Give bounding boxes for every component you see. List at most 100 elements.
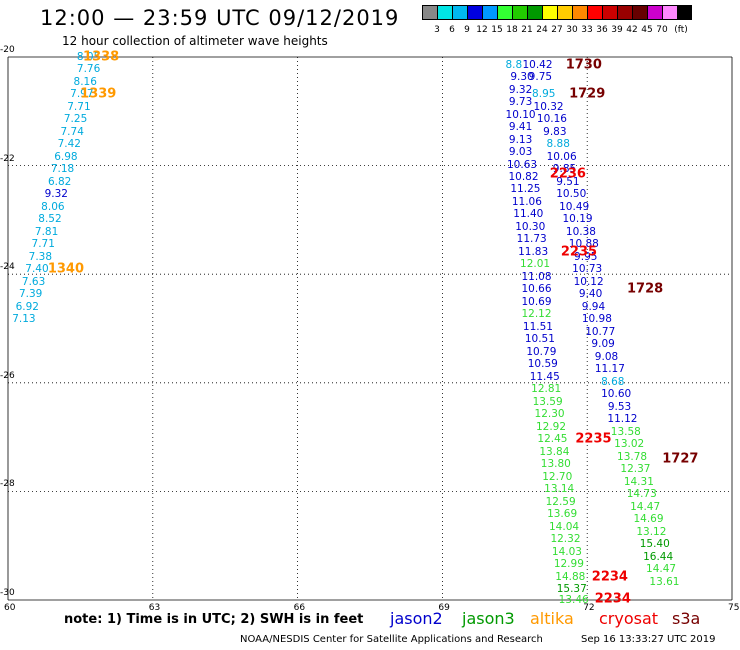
wave-height-value: 9.83 bbox=[543, 125, 567, 138]
generation-timestamp: Sep 16 13:33:27 UTC 2019 bbox=[581, 634, 716, 645]
color-scale-legend: 3 6 9 12 15 18 21 24 27 30 33 36 39 42 45 70 (ft) bbox=[422, 5, 692, 35]
color-swatch bbox=[512, 5, 527, 20]
wave-height-value: 13.80 bbox=[540, 458, 571, 470]
wave-height-value: 11.45 bbox=[529, 370, 560, 383]
wave-height-value: 8.52 bbox=[38, 213, 62, 226]
wave-height-value: 7.71 bbox=[31, 238, 55, 251]
color-swatch bbox=[452, 5, 467, 20]
wave-height-value: 12.92 bbox=[535, 420, 567, 433]
wave-height-value: 16.44 bbox=[643, 550, 674, 563]
wave-height-value: 9.03 bbox=[508, 145, 533, 158]
wave-height-value: 10.63 bbox=[507, 158, 538, 171]
wave-height-map: -20 -22 -24 -26 -28 -30 60 63 66 69 72 75 8.05 7.76 8.… bbox=[0, 45, 739, 613]
wave-height-value: 10.06 bbox=[546, 150, 577, 163]
map-subtitle: 12 hour collection of altimeter wave hei… bbox=[62, 34, 328, 48]
wave-height-value: 9.40 bbox=[578, 288, 603, 301]
wave-height-value: 8.68 bbox=[601, 375, 625, 388]
color-scale-level: 3 bbox=[434, 25, 440, 35]
wave-height-value: 8.95 bbox=[532, 88, 556, 101]
wave-height-value: 10.59 bbox=[527, 358, 558, 371]
color-swatch bbox=[632, 5, 647, 20]
color-scale-level: 18 bbox=[506, 25, 518, 35]
color-swatch bbox=[542, 5, 557, 20]
pass-time-label: 1338 bbox=[83, 49, 120, 65]
wave-height-value: 11.73 bbox=[516, 233, 547, 246]
wave-height-value: 15.40 bbox=[639, 537, 670, 550]
legend-jason2: jason2 bbox=[390, 609, 443, 628]
color-swatch bbox=[677, 5, 692, 20]
credit-line: NOAA/NESDIS Center for Satellite Applica… bbox=[240, 634, 543, 645]
pass-time-label: 1730 bbox=[565, 57, 602, 73]
color-scale-level: (ft) bbox=[674, 25, 688, 35]
pass-time-label: 1727 bbox=[662, 451, 699, 467]
wave-height-value: 14.03 bbox=[551, 545, 582, 558]
wave-height-value: 10.42 bbox=[522, 58, 553, 71]
wave-height-value: 10.38 bbox=[565, 225, 596, 238]
wave-height-value: 7.81 bbox=[34, 225, 59, 238]
pass-time-label: 1340 bbox=[47, 261, 84, 277]
wave-height-value: 12.12 bbox=[521, 308, 552, 321]
wave-height-value: 11.08 bbox=[521, 270, 552, 283]
pass-time-label: 2235 bbox=[560, 244, 598, 260]
wave-height-value: 10.77 bbox=[585, 325, 616, 338]
color-swatch bbox=[467, 5, 482, 20]
color-scale-level: 21 bbox=[521, 25, 533, 35]
wave-height-value: 14.47 bbox=[630, 500, 661, 513]
legend-cryosat: cryosat bbox=[599, 609, 659, 628]
wave-height-value: 10.88 bbox=[568, 238, 599, 251]
wave-height-value: 11.25 bbox=[510, 183, 541, 196]
longitude-tick-label: 72 bbox=[583, 603, 595, 613]
wave-height-value: 9.41 bbox=[508, 120, 533, 133]
wave-height-value: 10.66 bbox=[521, 283, 552, 296]
wave-height-value: 12.45 bbox=[537, 433, 568, 446]
latitude-tick-label: -24 bbox=[0, 262, 15, 273]
legend-s3a: s3a bbox=[672, 609, 701, 628]
wave-height-value: 7.40 bbox=[25, 263, 49, 276]
wave-height-value: 9.73 bbox=[508, 95, 533, 108]
latitude-tick-label: -20 bbox=[0, 45, 15, 55]
wave-height-value: 11.06 bbox=[511, 195, 542, 208]
wave-height-value: 7.18 bbox=[50, 163, 75, 176]
pass-time-label: 1729 bbox=[569, 86, 606, 102]
wave-height-value: 10.51 bbox=[524, 333, 555, 346]
wave-height-value: 12.81 bbox=[531, 383, 562, 396]
wave-height-value: 9.32 bbox=[508, 83, 533, 96]
wave-height-value: 9.53 bbox=[607, 400, 632, 413]
latitude-tick-label: -22 bbox=[0, 153, 15, 164]
wave-height-value: 7.25 bbox=[63, 113, 88, 126]
color-swatch bbox=[587, 5, 602, 20]
wave-height-value: 10.16 bbox=[536, 113, 567, 126]
wave-height-value: 11.17 bbox=[594, 362, 625, 375]
wave-height-value: 14.47 bbox=[646, 562, 677, 575]
color-swatch bbox=[647, 5, 662, 20]
longitude-tick-label: 75 bbox=[728, 603, 740, 613]
wave-height-value: 7.63 bbox=[21, 275, 46, 288]
color-swatch bbox=[572, 5, 587, 20]
color-scale-swatches bbox=[422, 5, 692, 20]
color-scale-level: 39 bbox=[611, 25, 623, 35]
wave-height-value: 15.37 bbox=[556, 582, 587, 595]
color-scale-level: 15 bbox=[491, 25, 503, 35]
wave-height-value: 6.92 bbox=[15, 300, 39, 313]
color-scale-level: 70 bbox=[656, 25, 668, 35]
color-swatch bbox=[422, 5, 437, 20]
wave-height-value: 10.10 bbox=[505, 108, 536, 121]
wave-height-value: 12.37 bbox=[620, 462, 651, 475]
color-swatch bbox=[557, 5, 572, 20]
wave-height-value: 12.59 bbox=[545, 495, 576, 508]
wave-height-value: 7.38 bbox=[28, 250, 53, 263]
pass-time-label: 2234 bbox=[591, 569, 628, 585]
legend-jason3: jason3 bbox=[462, 609, 515, 628]
latitude-tick-label: -28 bbox=[0, 479, 15, 490]
wave-height-value: 7.97 bbox=[70, 88, 94, 101]
wave-height-value: 11.51 bbox=[522, 320, 553, 333]
color-swatch bbox=[617, 5, 632, 20]
units-note: note: 1) Time is in UTC; 2) SWH is in fe… bbox=[64, 612, 364, 627]
color-scale-level: 24 bbox=[536, 25, 548, 35]
wave-height-value: 9.32 bbox=[44, 188, 68, 201]
wave-height-value: 8.88 bbox=[546, 138, 570, 151]
color-swatch bbox=[662, 5, 677, 20]
color-scale-level: 12 bbox=[476, 25, 488, 35]
longitude-tick-label: 63 bbox=[148, 603, 161, 613]
wave-height-value: 8.06 bbox=[41, 200, 65, 213]
